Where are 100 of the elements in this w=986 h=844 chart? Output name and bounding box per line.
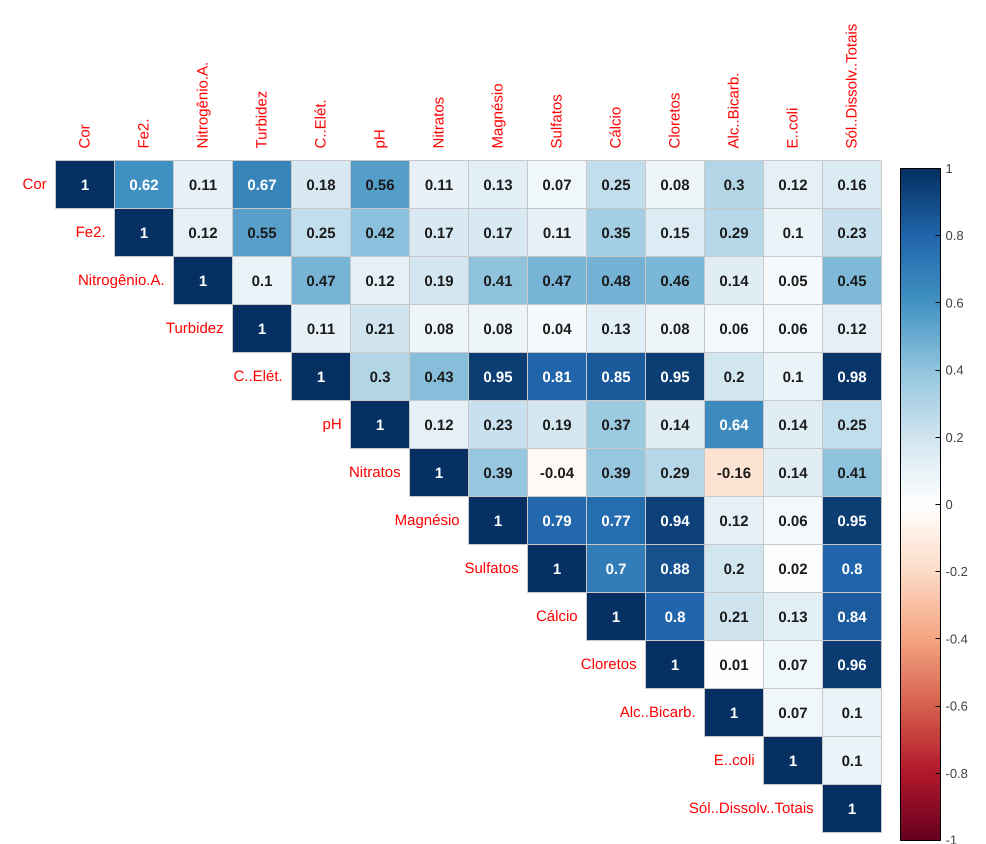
- data-label: 0.11: [542, 225, 572, 242]
- x-tick-label: Turbidez: [254, 90, 270, 148]
- data-label: 0.17: [483, 225, 513, 242]
- data-label: 0.35: [601, 225, 631, 242]
- data-label: 1: [316, 369, 326, 386]
- data-label: 0.95: [483, 369, 513, 386]
- data-label: 0.14: [778, 465, 808, 482]
- data-label: 0.55: [247, 225, 277, 242]
- data-label: 0.14: [660, 417, 690, 434]
- data-label: 0.2: [724, 561, 744, 578]
- color-bar-label: -0.8: [946, 766, 968, 781]
- data-label: 1: [848, 801, 856, 818]
- data-label: 0.14: [778, 417, 808, 434]
- data-label: 0.47: [542, 273, 572, 290]
- data-label: 0.29: [719, 225, 749, 242]
- data-label: 0.85: [601, 369, 631, 386]
- data-label: 0.25: [601, 177, 631, 194]
- data-label: 0.2: [724, 369, 744, 386]
- data-label: 0.1: [782, 369, 804, 386]
- data-label: 0.12: [188, 225, 218, 242]
- color-bar-label: 0.8: [946, 228, 964, 244]
- data-label: 0.07: [778, 657, 808, 674]
- data-label: -0.16: [716, 465, 752, 482]
- data-label: 0.08: [483, 321, 513, 338]
- data-label: 0.96: [837, 657, 867, 674]
- x-tick-label: C..Elét.: [312, 99, 330, 148]
- data-label: 0.08: [424, 321, 454, 338]
- x-tick-label: Sól..Dissolv..Totais: [844, 24, 860, 148]
- data-label: 0.46: [660, 273, 690, 290]
- data-label: 0.1: [252, 273, 272, 290]
- data-label: 0.29: [660, 465, 690, 482]
- data-label: 0.08: [660, 177, 690, 194]
- data-label: 0.8: [664, 609, 686, 626]
- x-tick-label: pH: [372, 129, 388, 148]
- data-label: 1: [670, 657, 680, 674]
- data-label: 1: [258, 321, 266, 338]
- data-label: 0.06: [719, 321, 749, 338]
- data-label: 0.81: [542, 369, 572, 386]
- data-label: 0.79: [542, 513, 572, 530]
- color-bar-label: -0.2: [946, 564, 968, 580]
- data-label: 1: [612, 609, 620, 626]
- x-tick-label: Magnésio: [490, 83, 506, 148]
- data-label: 0.13: [601, 321, 631, 338]
- data-label: 0.1: [842, 753, 862, 770]
- data-label: 0.88: [660, 561, 690, 578]
- data-label: 0.05: [778, 273, 808, 290]
- data-label: 0.04: [542, 321, 572, 338]
- data-label: 0.07: [778, 705, 808, 722]
- data-label: 1: [434, 465, 444, 482]
- data-label: 0.98: [837, 369, 867, 386]
- data-label: 0.8: [842, 561, 862, 578]
- data-label: 0.19: [424, 273, 454, 290]
- data-label: -0.04: [540, 465, 575, 482]
- data-label: 0.12: [778, 177, 808, 194]
- data-label: 0.47: [306, 273, 336, 290]
- data-label: 1: [730, 705, 738, 722]
- data-label: 0.12: [837, 321, 867, 338]
- data-label: 0.01: [719, 657, 749, 674]
- data-label: 0.39: [601, 465, 631, 482]
- data-label: 0.48: [601, 273, 631, 290]
- data-label: 0.25: [837, 417, 867, 434]
- data-label: 0.77: [601, 513, 631, 530]
- data-label: 0.12: [365, 273, 395, 290]
- data-label: 0.1: [782, 225, 804, 242]
- x-tick-label: Fe2.: [136, 118, 152, 148]
- data-label: 0.94: [660, 513, 690, 530]
- data-label: 0.25: [306, 225, 336, 242]
- data-label: 0.56: [365, 177, 395, 194]
- data-label: 0.43: [424, 369, 454, 386]
- data-label: 0.15: [660, 225, 690, 242]
- data-label: 0.07: [542, 177, 572, 194]
- data-label: 0.3: [724, 177, 744, 194]
- data-label: 0.11: [306, 321, 336, 338]
- color-bar-label: 0.6: [946, 295, 964, 310]
- data-label: 0.21: [719, 609, 749, 626]
- data-label: 0.16: [837, 177, 867, 194]
- data-label: 1: [376, 417, 384, 434]
- data-label: 0.62: [129, 177, 159, 194]
- data-label: 0.13: [483, 177, 513, 194]
- data-label: 0.3: [370, 369, 390, 386]
- data-label: 0.08: [660, 321, 690, 338]
- data-label: 0.23: [483, 417, 513, 434]
- color-bar-label: 0: [946, 497, 953, 512]
- data-label: 0.11: [188, 177, 218, 194]
- color-bar-label: 0.2: [946, 430, 964, 445]
- color-bar-label: 0.4: [946, 362, 964, 378]
- color-bar-label: -0.4: [946, 631, 968, 646]
- color-bar-label: -0.6: [946, 698, 968, 714]
- data-label: 0.1: [842, 705, 862, 722]
- data-label: 0.41: [837, 465, 867, 482]
- data-label: 1: [788, 753, 798, 770]
- data-label: 0.7: [606, 561, 626, 578]
- data-label: 0.06: [778, 321, 808, 338]
- data-label: 0.06: [778, 513, 808, 530]
- data-label: 0.67: [247, 177, 277, 194]
- data-label: 0.21: [365, 321, 395, 338]
- data-label: 0.23: [837, 225, 867, 242]
- data-label: 0.45: [837, 273, 867, 290]
- data-label: 0.41: [483, 273, 513, 290]
- data-label: 1: [80, 177, 90, 194]
